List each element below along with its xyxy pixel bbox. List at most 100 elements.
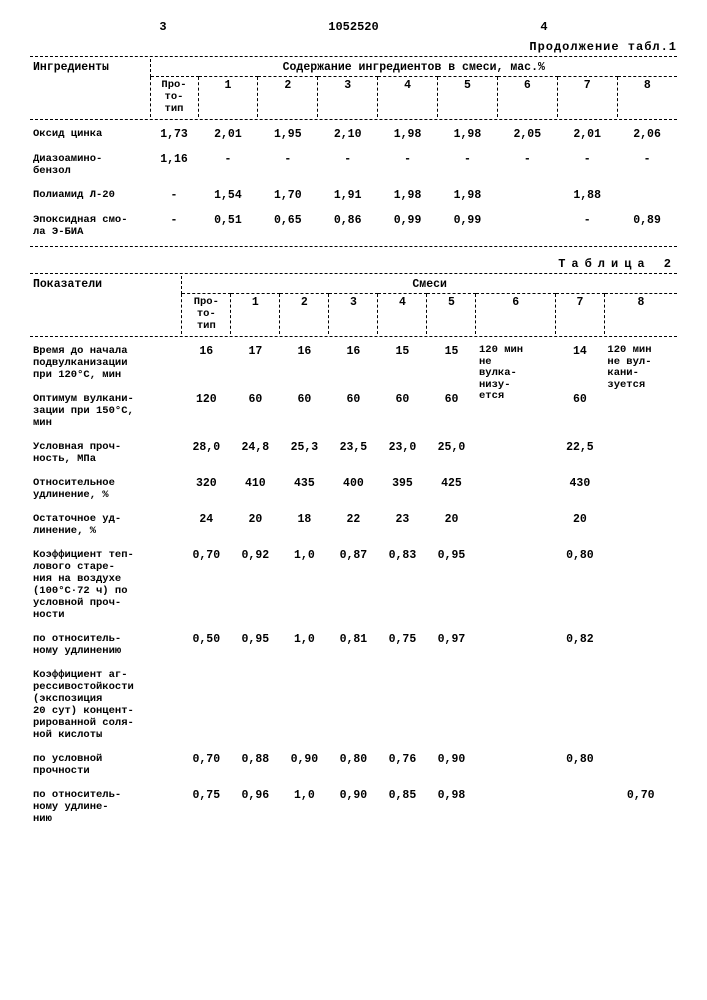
col-5: 5 [427, 294, 476, 335]
right-page: 4 [540, 20, 547, 34]
col-proto: Про-то-тип [182, 294, 231, 335]
cell: 0,80 [329, 747, 378, 783]
row-label: по относитель-ному удлинению [30, 627, 182, 663]
cell [604, 663, 677, 747]
cell: - [258, 147, 318, 183]
cell [617, 183, 677, 208]
cell: 60 [329, 387, 378, 435]
table-row: Условная проч-ность, МПа28,024,825,323,5… [30, 435, 677, 471]
col-8: 8 [604, 294, 677, 335]
col-3: 3 [329, 294, 378, 335]
divider [30, 56, 677, 57]
cell: 0,80 [555, 747, 604, 783]
cell [476, 627, 555, 663]
cell [604, 747, 677, 783]
cell [378, 663, 427, 747]
cell: 0,85 [378, 783, 427, 831]
row-label: Время до началаподвулканизациипри 120°С,… [30, 339, 182, 387]
cell [476, 471, 555, 507]
cell [604, 435, 677, 471]
cell [497, 208, 557, 244]
table-1: Ингредиенты Содержание ингредиентов в см… [30, 59, 677, 244]
cell: 0,90 [329, 783, 378, 831]
col-5: 5 [438, 77, 498, 118]
table-row: Диазоамино-бензол1,16-------- [30, 147, 677, 183]
cell: 15 [378, 339, 427, 387]
cell: 1,98 [438, 183, 498, 208]
row-label: Полиамид Л-20 [30, 183, 150, 208]
row-label: Оптимум вулкани-зации при 150°С,мин [30, 387, 182, 435]
left-page: 3 [159, 20, 166, 34]
note-col8: 120 минне вул-кани-зуется [604, 339, 677, 435]
cell: 435 [280, 471, 329, 507]
cell: 0,70 [604, 783, 677, 831]
table-row: по условной прочности0,700,880,900,800,7… [30, 747, 677, 783]
cell: 0,82 [555, 627, 604, 663]
row-label: Остаточное уд-линение, % [30, 507, 182, 543]
cell: 2,01 [198, 122, 258, 147]
cell [555, 783, 604, 831]
table-2: Показатели Смеси Про-то-тип12345678 Врем… [30, 276, 677, 831]
cell [555, 663, 604, 747]
cell: 0,87 [329, 543, 378, 627]
cell: 16 [182, 339, 231, 387]
cell: 0,89 [617, 208, 677, 244]
note-col6: 120 минневулка-низу-ется [476, 339, 555, 435]
group-header-2: Смеси [182, 276, 677, 294]
table-row: Ингредиенты Содержание ингредиентов в см… [30, 59, 677, 77]
table-row: Показатели Смеси [30, 276, 677, 294]
table-row: Оксид цинка1,732,011,952,101,981,982,052… [30, 122, 677, 147]
cell: 0,99 [438, 208, 498, 244]
cell: 1,0 [280, 783, 329, 831]
table-row: Коэффициент теп-лового старе-ния на возд… [30, 543, 677, 627]
cell: 0,81 [329, 627, 378, 663]
cell: 20 [427, 507, 476, 543]
cell: 25,3 [280, 435, 329, 471]
table-row: Коэффициент аг-рессивостойкости(экспозиц… [30, 663, 677, 747]
cell [476, 543, 555, 627]
cell: 1,88 [557, 183, 617, 208]
cell: 1,0 [280, 543, 329, 627]
cell: 60 [555, 387, 604, 435]
cell: 0,90 [427, 747, 476, 783]
row-label: по условной прочности [30, 747, 182, 783]
col-2: 2 [258, 77, 318, 118]
table-row: Эпоксидная смо-ла Э-БИА-0,510,650,860,99… [30, 208, 677, 244]
cell: 0,75 [182, 783, 231, 831]
cell: 20 [231, 507, 280, 543]
cell: - [150, 208, 198, 244]
cell: 0,70 [182, 747, 231, 783]
cell: 23,0 [378, 435, 427, 471]
cell: - [378, 147, 438, 183]
cell: - [557, 208, 617, 244]
cell: 23 [378, 507, 427, 543]
col-6: 6 [476, 294, 555, 335]
cell: 0,51 [198, 208, 258, 244]
cell: 0,88 [231, 747, 280, 783]
row-label: Коэффициент теп-лового старе-ния на возд… [30, 543, 182, 627]
cell: 60 [280, 387, 329, 435]
row-label: Диазоамино-бензол [30, 147, 150, 183]
cell [476, 663, 555, 747]
row-label: Эпоксидная смо-ла Э-БИА [30, 208, 150, 244]
cell [329, 663, 378, 747]
cell [604, 471, 677, 507]
divider [30, 246, 677, 247]
cell: 0,80 [555, 543, 604, 627]
cell [427, 663, 476, 747]
cell [280, 663, 329, 747]
cell: 0,99 [378, 208, 438, 244]
cell [231, 663, 280, 747]
cell [604, 543, 677, 627]
cell: - [438, 147, 498, 183]
doc-id: 1052520 [328, 20, 378, 34]
col-4: 4 [378, 294, 427, 335]
cell: 0,95 [427, 543, 476, 627]
cell: 320 [182, 471, 231, 507]
cell: 410 [231, 471, 280, 507]
cell: 20 [555, 507, 604, 543]
cell: 0,50 [182, 627, 231, 663]
cell: 18 [280, 507, 329, 543]
cell: 60 [378, 387, 427, 435]
cell: - [617, 147, 677, 183]
